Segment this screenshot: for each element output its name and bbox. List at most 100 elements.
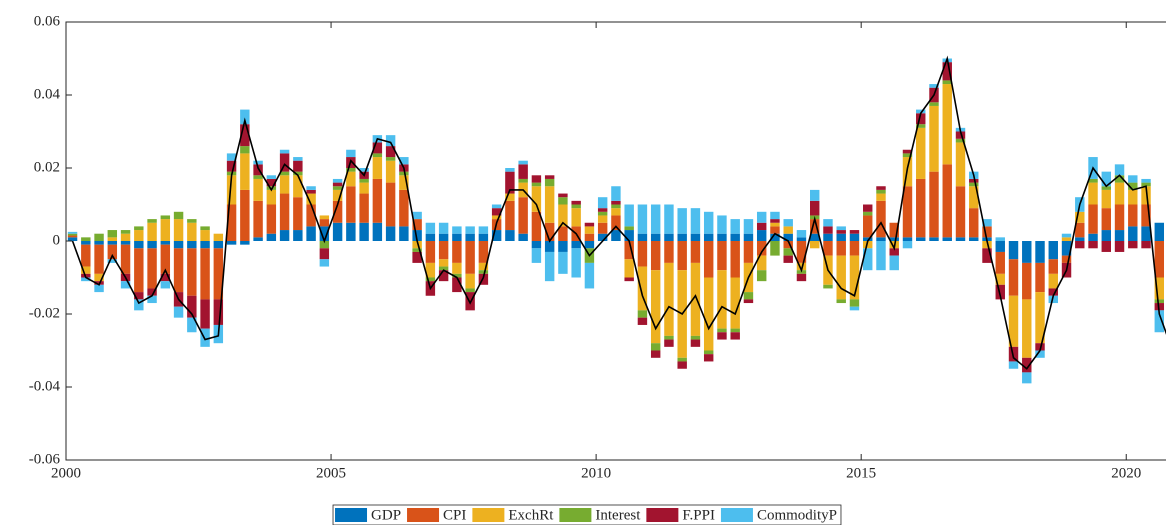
bar-segment [134,299,144,311]
bar-segment [1114,241,1125,252]
bar-segment [81,266,91,274]
bar-segment [942,84,952,165]
bar-segment [531,241,542,249]
bar-segment [1075,211,1085,223]
bar-segment [756,241,767,256]
bar-segment [1061,237,1072,241]
bar-segment [293,230,303,241]
bar-segment [332,186,343,190]
bar-segment [346,168,356,172]
bar-segment [518,178,528,183]
bar-segment [226,175,237,205]
bar-segment [730,332,740,340]
bar-segment [969,178,979,183]
legend-swatch [335,508,368,522]
bar-segment [1141,178,1151,183]
bar-segment [863,248,873,271]
bar-segment [730,241,740,278]
bar-segment [293,197,303,231]
bar-segment [412,219,422,231]
bar-segment [372,178,383,223]
bar-segment [266,175,277,179]
bar-segment [664,204,674,234]
bar-segment [253,178,263,201]
bar-segment [412,230,422,241]
bar-segment [67,231,78,234]
bar-segment [293,175,303,198]
bar-segment [120,241,131,245]
bar-segment [677,357,687,362]
bar-segment [995,241,1005,252]
bar-segment [902,149,913,154]
bar-segment [584,222,595,227]
bar-segment [929,105,939,172]
bar-segment [332,178,343,183]
bar-segment [505,168,515,172]
legend-swatch [407,508,440,522]
legend-label: CommodityP [757,507,837,523]
legend-label: Interest [595,507,641,523]
bar-segment [372,153,383,158]
bar-segment [902,186,913,238]
bar-segment [1141,226,1151,241]
bar-segment [703,350,714,355]
bar-segment [385,160,396,183]
bar-segment [650,204,661,234]
bar-segment [293,160,303,172]
bar-segment [995,284,1005,300]
bar-segment [558,197,568,205]
bar-segment [1075,222,1085,238]
bar-segment [332,189,343,201]
bar-segment [465,292,475,311]
bar-segment [147,219,157,223]
bar-segment [876,193,886,201]
bar-segment [67,237,78,241]
bar-segment [730,277,740,329]
bar-segment [107,244,118,260]
bar-segment [1114,175,1125,183]
bar-segment [438,241,449,260]
legend-label: F.PPI [682,507,715,523]
bar-segment [452,273,462,278]
bar-segment [1101,241,1111,252]
bar-segment [544,241,555,252]
y-tick-label: 0.06 [34,13,61,29]
bar-segment [770,219,780,223]
bar-segment [1035,241,1045,263]
bar-segment [94,284,104,293]
bar-segment [173,241,184,249]
bar-segment [544,251,555,282]
bar-segment [730,219,740,234]
x-tick-label: 2005 [316,465,346,481]
bar-segment [425,262,436,278]
bar-segment [929,102,939,106]
bar-segment [253,160,263,165]
bar-segment [213,241,224,249]
bar-segment [597,215,608,223]
bar-segment [836,226,846,231]
bar-segment [1154,277,1165,300]
bar-segment [756,230,767,241]
bar-segment [743,292,754,300]
legend-label: GDP [371,507,401,523]
bar-segment [531,182,542,187]
bar-segment [955,237,966,241]
legend-swatch [559,508,592,522]
bar-segment [399,175,409,190]
bar-segment [571,208,581,227]
bar-segment [173,219,184,241]
bar-segment [597,208,608,212]
bar-segment [650,343,661,351]
bar-segment [187,241,197,249]
bar-segment [982,241,992,249]
bar-segment [982,248,992,263]
bar-segment [982,226,992,238]
bar-segment [637,204,648,234]
bar-segment [240,109,250,125]
bar-segment [1128,204,1138,227]
bar-segment [346,186,356,223]
bar-segment [279,230,290,241]
bar-segment [677,233,687,241]
bar-segment [876,200,886,238]
bar-segment [836,233,846,241]
